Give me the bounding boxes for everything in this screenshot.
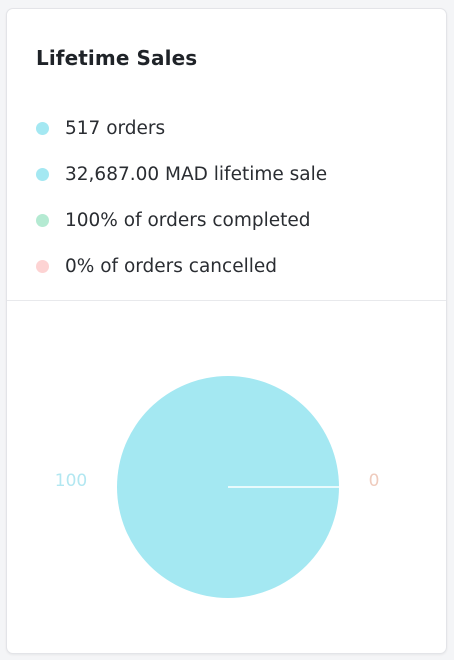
pie-value-label-completed: 100 — [55, 471, 87, 491]
lifetime-sale-dot-icon — [36, 167, 49, 181]
completed-dot-icon — [36, 213, 49, 227]
cancelled-dot-icon — [36, 259, 49, 273]
stat-orders: 517 orders — [36, 105, 327, 151]
stats-list: 517 orders 32,687.00 MAD lifetime sale 1… — [36, 105, 327, 289]
stat-cancelled: 0% of orders cancelled — [36, 243, 327, 289]
pie-chart: 100 0 — [55, 376, 380, 598]
divider — [7, 300, 446, 301]
lifetime-sales-card: Lifetime Sales 517 orders 32,687.00 MAD … — [6, 8, 447, 654]
stat-completed-label: 100% of orders completed — [65, 209, 311, 231]
stat-completed: 100% of orders completed — [36, 197, 327, 243]
pie-value-label-cancelled: 0 — [369, 471, 380, 491]
stat-lifetime-sale-label: 32,687.00 MAD lifetime sale — [65, 163, 328, 185]
stat-orders-label: 517 orders — [65, 117, 166, 139]
orders-dot-icon — [36, 121, 49, 135]
stat-cancelled-label: 0% of orders cancelled — [65, 255, 277, 277]
stat-lifetime-sale: 32,687.00 MAD lifetime sale — [36, 151, 327, 197]
card-title: Lifetime Sales — [36, 46, 198, 70]
pie-chart-area: 100 0 — [7, 301, 446, 653]
